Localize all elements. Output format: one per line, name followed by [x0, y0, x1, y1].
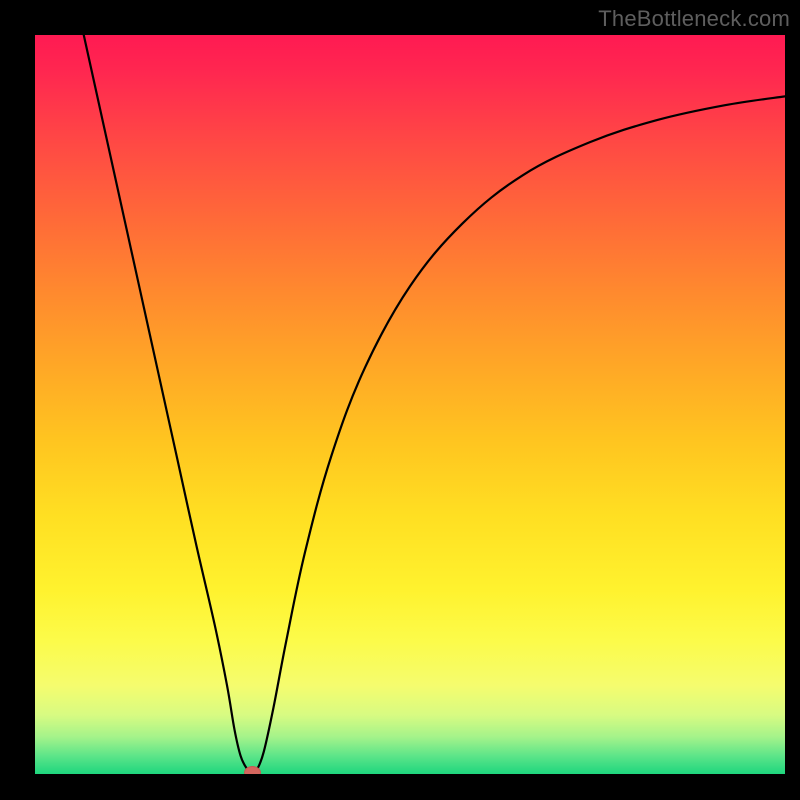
frame-right — [785, 0, 800, 800]
plot-svg — [35, 35, 785, 774]
gradient-background — [35, 35, 785, 774]
watermark-text: TheBottleneck.com — [598, 6, 790, 32]
minimum-marker — [245, 767, 261, 774]
plot-area — [35, 35, 785, 774]
chart-container: TheBottleneck.com — [0, 0, 800, 800]
frame-left — [0, 0, 35, 800]
frame-bottom — [0, 774, 800, 800]
